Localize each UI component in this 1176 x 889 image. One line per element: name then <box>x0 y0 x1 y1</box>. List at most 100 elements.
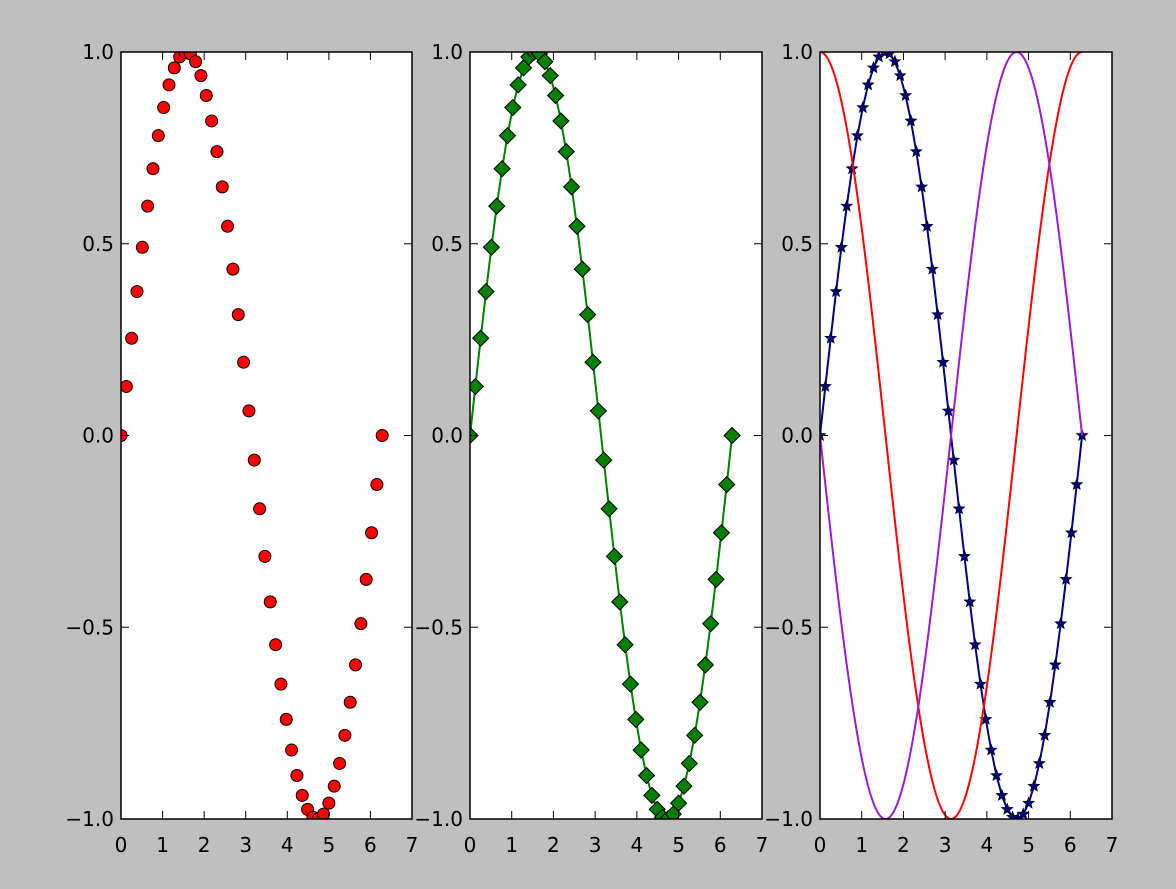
data-point-1-46 <box>701 614 720 633</box>
data-point-1-11 <box>866 61 880 74</box>
data-point-1-23 <box>231 308 245 322</box>
data-point-1-44 <box>1043 695 1057 708</box>
data-point-1-32 <box>279 712 293 726</box>
data-point-1-43 <box>1038 728 1052 741</box>
x-tick-label: 6 <box>1064 833 1077 857</box>
x-tick-label: 4 <box>980 833 993 857</box>
data-point-1-24 <box>584 353 602 371</box>
data-point-1-49 <box>370 478 384 492</box>
data-point-1-29 <box>611 593 629 611</box>
y-tick-label: 1.0 <box>781 40 813 64</box>
data-point-1-23 <box>578 305 597 324</box>
data-point-1-41 <box>327 779 341 793</box>
data-point-1-50 <box>723 426 741 445</box>
data-point-1-45 <box>696 656 715 674</box>
series-group <box>470 52 741 819</box>
plot-area <box>470 52 762 819</box>
data-point-1-19 <box>210 145 224 159</box>
data-point-1-5 <box>135 240 149 254</box>
x-tick-label: 5 <box>1022 833 1035 857</box>
data-point-1-5 <box>834 240 848 253</box>
data-point-1-14 <box>883 52 896 60</box>
x-tick-label: 3 <box>239 833 252 857</box>
y-tick-label: 0.0 <box>82 424 114 448</box>
data-point-1-6 <box>488 197 506 215</box>
y-tick-label: 0.5 <box>781 232 813 256</box>
data-point-1-40 <box>322 796 336 810</box>
x-tick-label: 7 <box>756 833 769 857</box>
data-point-1-30 <box>616 636 634 654</box>
data-point-1-34 <box>990 768 1004 782</box>
data-point-1-40 <box>1022 796 1036 809</box>
data-point-1-31 <box>621 675 640 693</box>
x-tick-label: 3 <box>589 833 602 857</box>
x-tick-label: 5 <box>672 833 685 857</box>
data-point-1-4 <box>130 285 144 299</box>
subplot-2: 0 1 2 3 4 5 6 7 −1.0 −0.5 0.0 0.5 1.0 <box>414 40 768 857</box>
x-tick-label: 7 <box>1106 833 1119 857</box>
data-point-1-47 <box>359 572 373 586</box>
data-point-1-19 <box>909 144 923 158</box>
data-point-1-35 <box>295 788 309 802</box>
data-point-1-48 <box>712 524 731 542</box>
x-tick-label: 6 <box>714 833 727 857</box>
y-tick-label: −0.5 <box>65 615 114 639</box>
data-point-1-28 <box>605 547 624 566</box>
data-point-1-15 <box>536 52 554 71</box>
plot-area <box>820 52 1112 819</box>
data-point-1-26 <box>247 453 261 467</box>
data-point-1-17 <box>546 86 565 105</box>
x-tick-label: 1 <box>156 833 169 857</box>
data-point-1-22 <box>925 262 939 275</box>
data-point-1-25 <box>242 404 256 418</box>
data-point-1-31 <box>274 677 288 691</box>
data-point-1-30 <box>269 638 283 652</box>
data-point-1-25 <box>589 402 608 420</box>
data-point-1-20 <box>215 180 229 194</box>
data-point-1-21 <box>568 217 586 235</box>
data-point-1-7 <box>845 161 859 175</box>
data-point-1-47 <box>1059 572 1073 585</box>
data-point-1-15 <box>888 54 902 68</box>
data-point-1-18 <box>904 114 918 127</box>
data-point-1-22 <box>226 262 240 276</box>
y-tick-label: −1.0 <box>414 807 463 831</box>
y-tick-label: −1.0 <box>764 807 813 831</box>
x-tick-label: 1 <box>505 833 518 857</box>
data-point-1-41 <box>675 777 693 795</box>
data-point-1-31 <box>973 677 987 690</box>
y-tick-label: 0.5 <box>82 232 114 256</box>
data-point-1-34 <box>637 766 656 785</box>
data-point-1-3 <box>125 331 139 345</box>
data-point-1-17 <box>899 88 913 102</box>
data-point-1-3 <box>471 329 490 347</box>
data-point-1-44 <box>343 695 357 709</box>
data-point-1-1 <box>820 428 827 442</box>
data-point-1-10 <box>861 77 875 91</box>
x-tick-label: 4 <box>281 833 294 857</box>
data-point-1-9 <box>157 101 171 115</box>
x-tick-label: 4 <box>630 833 643 857</box>
data-point-1-20 <box>562 178 581 196</box>
data-point-1-2 <box>121 379 133 393</box>
x-tick-label: 0 <box>115 833 128 857</box>
y-tick-label: 0.0 <box>781 424 813 448</box>
subplot-3: 0 1 2 3 4 5 6 7 −1.0 −0.5 0.0 0.5 1.0 <box>764 40 1118 857</box>
data-point-1-34 <box>290 769 304 783</box>
plot-area <box>121 52 412 819</box>
y-tick-label: 1.0 <box>431 40 463 64</box>
data-point-1-42 <box>333 756 347 770</box>
data-point-1-10 <box>162 78 176 92</box>
data-point-1-43 <box>685 726 704 745</box>
data-point-1-7 <box>146 162 160 176</box>
data-point-1-4 <box>829 284 843 298</box>
data-point-1-27 <box>253 502 267 516</box>
data-point-1-42 <box>1032 756 1046 769</box>
x-tick-label: 6 <box>364 833 377 857</box>
data-point-1-48 <box>365 526 379 540</box>
x-tick-label: 3 <box>939 833 952 857</box>
data-point-1-8 <box>498 126 517 145</box>
x-tick-label: 0 <box>814 833 827 857</box>
data-point-1-25 <box>941 404 955 417</box>
